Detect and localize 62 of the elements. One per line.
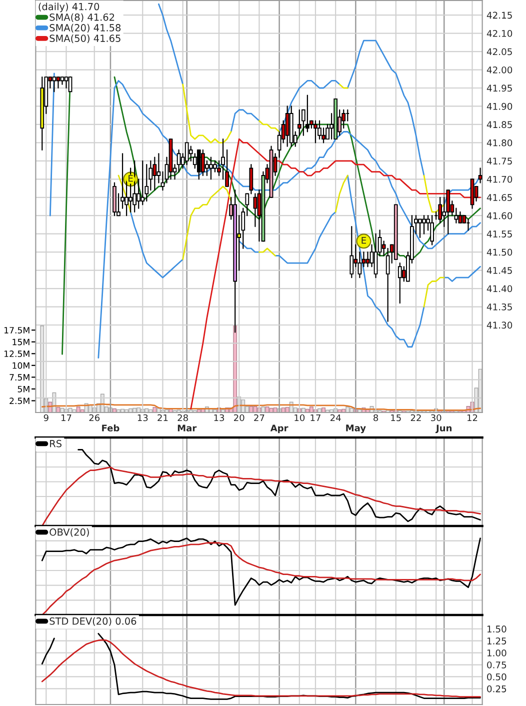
- x-tick-label: 26: [89, 414, 100, 422]
- y-tick-label: 41.30: [486, 322, 512, 329]
- y2-tick-label: 7.5M: [10, 374, 30, 381]
- legend-label: SMA(20) 41.58: [50, 24, 121, 33]
- y-tick-label: 1.00: [487, 649, 506, 656]
- y-tick-label: 41.75: [486, 158, 512, 165]
- y-tick-label: 41.55: [486, 230, 512, 238]
- y-tick-label: 0.50: [487, 673, 506, 680]
- y-tick-label: 42.00: [486, 66, 512, 74]
- x-tick-label: 9: [44, 414, 48, 422]
- series-label: OBV(20): [50, 528, 89, 537]
- x-tick-label: 8: [374, 414, 378, 422]
- y2-tick-label: 12.5M: [4, 350, 30, 358]
- y-tick-label: 41.40: [486, 285, 512, 292]
- y2-tick-label: 10M: [12, 362, 30, 369]
- y-tick-label: 41.65: [486, 194, 512, 201]
- x-tick-label: 22: [410, 414, 421, 422]
- legend-label: RS: [50, 440, 62, 448]
- x-tick-label: 20: [234, 414, 244, 422]
- y2-tick-label: 15M: [12, 338, 30, 346]
- y-tick-label: 42.15: [486, 12, 512, 19]
- x-tick-label: 13: [214, 414, 224, 422]
- x-tick-label: Apr: [270, 424, 288, 434]
- y2-tick-label: 17.5M: [4, 327, 30, 334]
- x-tick-label: 28: [178, 414, 188, 422]
- x-tick-label: Feb: [102, 424, 120, 432]
- y-tick-label: 1.25: [487, 638, 506, 644]
- x-tick-label: 30: [431, 414, 442, 422]
- x-tick-label: 17: [310, 414, 320, 422]
- x-tick-label: 21: [158, 414, 168, 422]
- data-label: E: [362, 237, 366, 244]
- x-tick-label: 17: [62, 414, 72, 422]
- x-tick-label: 15: [391, 414, 401, 422]
- data-label: E: [128, 175, 133, 182]
- legend-title: (daily) 41.70: [38, 2, 100, 12]
- y2-tick-label: 2.5M: [10, 398, 30, 404]
- x-tick-label: Mar: [178, 424, 197, 432]
- y2-tick-label: 5M: [18, 386, 30, 392]
- y-tick-label: 41.95: [486, 84, 512, 92]
- y-tick-label: 1.50: [487, 626, 506, 632]
- x-tick-label: 13: [138, 414, 148, 422]
- x-tick-label: 12: [468, 414, 478, 422]
- legend-label: SMA(8) 41.62: [50, 13, 114, 22]
- y-tick-label: 41.85: [486, 121, 512, 128]
- x-tick-label: May: [346, 424, 366, 434]
- y-tick-label: 42.10: [486, 30, 512, 37]
- legend-label: SMA(50) 41.65: [50, 34, 120, 44]
- x-tick-label: 27: [254, 414, 264, 422]
- x-tick-label: 24: [330, 414, 341, 422]
- y-tick-label: 41.35: [486, 303, 512, 310]
- y-tick-label: 41.60: [486, 212, 512, 220]
- y-tick-label: 0.25: [487, 685, 506, 692]
- x-tick-label: 10: [294, 414, 305, 422]
- y-tick-label: 0.75: [487, 661, 506, 668]
- y-tick-label: 41.45: [486, 267, 512, 274]
- y-tick-label: 41.80: [486, 139, 512, 146]
- x-tick-label: Jun: [436, 424, 452, 434]
- y-tick-label: 41.50: [486, 248, 512, 256]
- legend-label: STD DEV(20) 0.06: [50, 617, 136, 626]
- y-tick-label: 42.05: [486, 48, 512, 56]
- y-tick-label: 41.90: [486, 102, 512, 110]
- y-tick-label: 41.70: [486, 176, 512, 183]
